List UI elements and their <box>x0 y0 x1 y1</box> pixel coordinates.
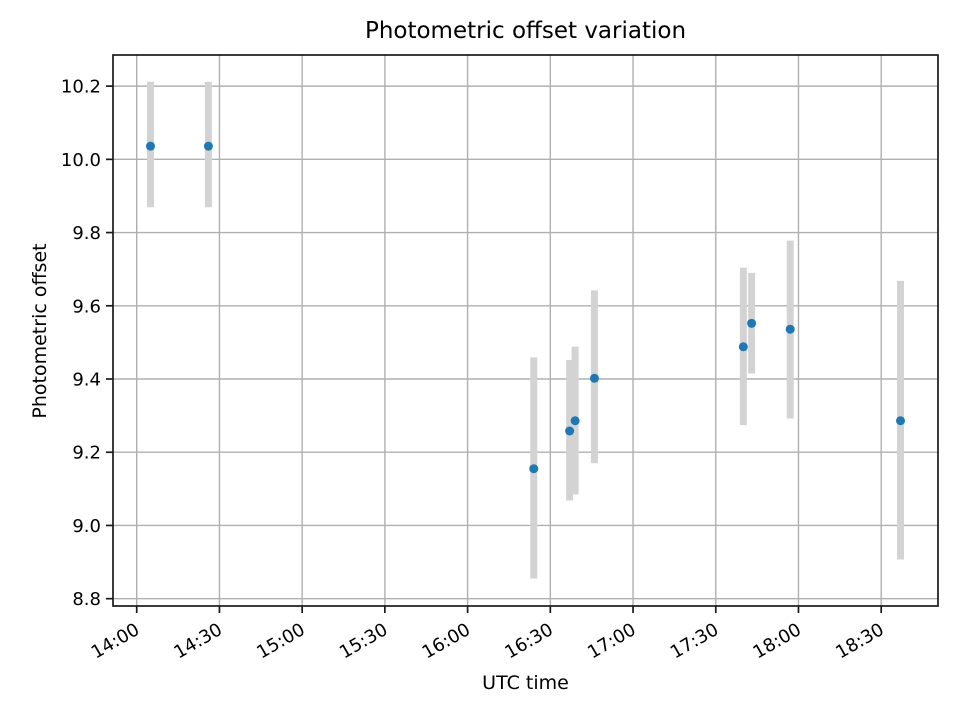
data-point <box>565 426 575 436</box>
y-tick-label: 9.8 <box>72 223 101 244</box>
chart-title: Photometric offset variation <box>364 18 687 44</box>
data-point <box>203 141 213 151</box>
y-tick-label: 10.2 <box>61 77 101 98</box>
y-tick-label: 10.0 <box>61 150 101 171</box>
x-tick-label: 15:30 <box>336 619 391 663</box>
y-tick-label: 9.0 <box>72 516 101 537</box>
data-point <box>529 464 539 474</box>
data-point <box>738 342 748 352</box>
y-tick-label: 9.4 <box>72 370 101 391</box>
x-tick-label: 14:30 <box>171 619 226 663</box>
plot-border <box>112 54 939 607</box>
x-tick-label: 17:00 <box>584 619 639 663</box>
x-axis-label: UTC time <box>482 672 569 694</box>
data-point <box>896 416 905 426</box>
x-tick-label: 16:30 <box>501 619 556 663</box>
data-point <box>747 318 757 328</box>
x-tick-label: 17:30 <box>667 619 722 663</box>
data-point <box>589 373 599 383</box>
x-tick-label: 18:30 <box>832 619 887 663</box>
data-point <box>785 324 795 334</box>
x-tick-label: 14:00 <box>88 619 143 663</box>
x-tick-label: 15:00 <box>253 619 308 663</box>
data-point <box>570 416 580 426</box>
x-tick-label: 16:00 <box>419 619 474 663</box>
y-tick-label: 8.8 <box>72 589 101 610</box>
y-tick-label: 9.6 <box>72 296 101 317</box>
y-tick-label: 9.2 <box>72 443 101 464</box>
x-tick-label: 18:00 <box>750 619 805 663</box>
data-point <box>146 141 155 151</box>
